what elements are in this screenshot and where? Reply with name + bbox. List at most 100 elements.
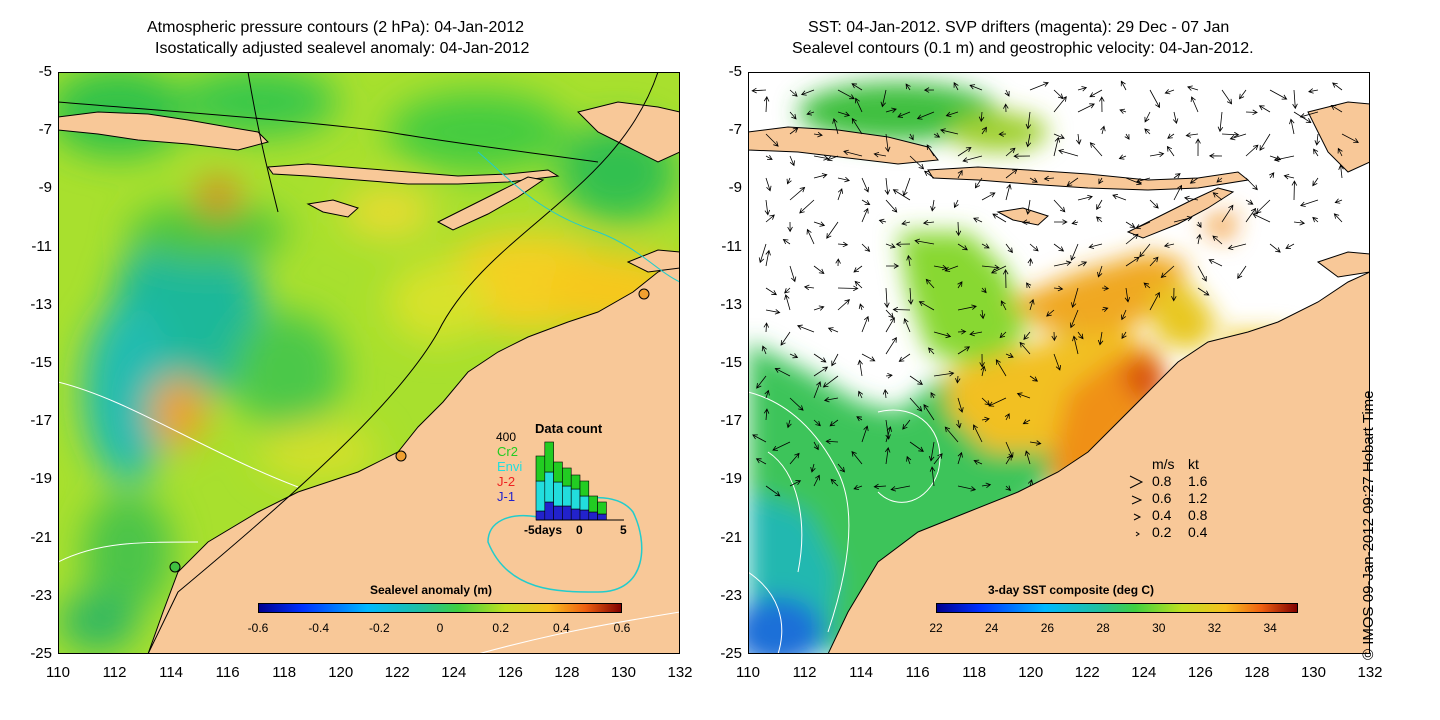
velocity-vector [955, 375, 961, 384]
velocity-vector [1189, 177, 1199, 184]
velocity-vector [1273, 155, 1295, 162]
velocity-vector [786, 177, 792, 185]
velocity-vector [1029, 440, 1042, 446]
velocity-vector [1291, 180, 1298, 201]
velocity-vector [1173, 173, 1181, 179]
inset-bar-j-1 [553, 505, 563, 521]
velocity-vector [973, 217, 983, 223]
velocity-vector [957, 451, 963, 465]
velocity-vector [796, 324, 815, 333]
velocity-vector [755, 458, 767, 465]
y-tick-label: -25 [30, 645, 52, 662]
inset-x-label: -5days [524, 523, 562, 537]
y-tick-label: -9 [728, 179, 742, 197]
velocity-vector [979, 309, 986, 320]
velocity-vector [955, 221, 962, 237]
velocity-vector [897, 111, 911, 118]
velocity-vector [1046, 309, 1055, 317]
velocity-vector [1283, 174, 1295, 180]
velocity-vector [902, 419, 911, 430]
x-tick-label: 118 [962, 664, 987, 681]
velocity-vector [1053, 219, 1068, 225]
velocity-vector [1124, 133, 1130, 140]
velocity-vector [1077, 261, 1088, 267]
right-title-line1: SST: 04-Jan-2012. SVP drifters (magenta)… [808, 19, 1230, 36]
velocity-vector [908, 287, 914, 305]
velocity-vector [813, 305, 825, 311]
velocity-vector [789, 186, 806, 201]
velocity-vector [992, 213, 1007, 223]
velocity-vector [1195, 138, 1201, 157]
velocity-vector [909, 155, 925, 170]
velocity-vector [969, 84, 983, 91]
velocity-vector [1053, 133, 1065, 140]
inset-bar-cr2 [588, 495, 598, 513]
velocity-vector [1334, 198, 1343, 204]
inset-bar-j-1 [588, 511, 598, 521]
y-tick-label: -13 [720, 295, 742, 313]
velocity-vector [1229, 133, 1247, 141]
velocity-vector [861, 243, 871, 252]
velocity-vector [953, 199, 959, 209]
velocity-vector [825, 438, 839, 445]
velocity-vector [1112, 194, 1127, 201]
velocity-vector [885, 243, 896, 249]
velocity-vector [944, 426, 959, 443]
x-tick-label: 130 [610, 664, 636, 681]
velocity-vector [822, 375, 839, 388]
velocity-vector [813, 441, 819, 451]
inset-bar-envi [544, 471, 554, 503]
velocity-vector [909, 375, 923, 385]
left-title-line1: Atmospheric pressure contours (2 hPa): 0… [147, 19, 525, 36]
colorbar-tick-label: 30 [1152, 621, 1166, 635]
velocity-vector [1269, 243, 1281, 253]
velocity-vector [789, 127, 799, 135]
velocity-vector [787, 221, 793, 233]
velocity-vector [837, 299, 850, 311]
velocity-vector [1000, 300, 1007, 311]
velocity-vector [1144, 128, 1151, 135]
velocity-vector [1212, 235, 1223, 245]
velocity-vector [945, 111, 959, 118]
y-tick-label: -21 [30, 528, 52, 546]
right-title-line2: Sealevel contours (0.1 m) and geostrophi… [792, 40, 1254, 57]
velocity-vector [1120, 309, 1127, 321]
velocity-vector [813, 155, 829, 161]
x-tick-label: 118 [272, 664, 297, 681]
velocity-vector [1135, 177, 1151, 184]
velocity-vector [861, 425, 869, 443]
sealevel-anomaly-map: Data count 400 Cr2 Envi J-2 J-1 -5days 0 5 [58, 72, 680, 654]
velocity-vector [810, 463, 816, 473]
velocity-vector [1245, 144, 1259, 157]
velocity-vector [981, 287, 987, 294]
velocity-vector [1005, 147, 1016, 157]
velocity-vector [923, 87, 935, 93]
velocity-vector [933, 371, 955, 377]
inset-bar-cr2 [535, 455, 546, 482]
velocity-vector [972, 424, 983, 443]
velocity-vector [1237, 265, 1247, 279]
velocity-vector [922, 219, 935, 226]
x-tick-label: 116 [215, 664, 240, 681]
velocity-vector [1027, 479, 1034, 487]
velocity-vector [1005, 183, 1012, 201]
x-tick-label: 126 [1187, 664, 1213, 681]
colorbar-tick-label: 26 [1040, 621, 1055, 635]
velocity-vector [813, 221, 826, 227]
velocity-vector [764, 199, 771, 216]
velocity-vector [978, 111, 985, 123]
x-tick-label: 112 [102, 664, 127, 681]
inset-bar-envi [535, 480, 546, 512]
velocity-vector [751, 87, 767, 94]
velocity-vector [1120, 80, 1127, 91]
velocity-vector [763, 96, 770, 113]
velocity-vector [926, 144, 935, 157]
velocity-vector [1053, 260, 1072, 267]
inset-bar-envi [562, 485, 572, 507]
velocity-vector [957, 146, 972, 157]
velocity-vector [1005, 168, 1018, 179]
velocity-vector [1053, 136, 1061, 157]
velocity-vector [995, 359, 1007, 377]
velocity-vector [962, 155, 983, 163]
colorbar-tick-label: 0.4 [552, 621, 570, 635]
